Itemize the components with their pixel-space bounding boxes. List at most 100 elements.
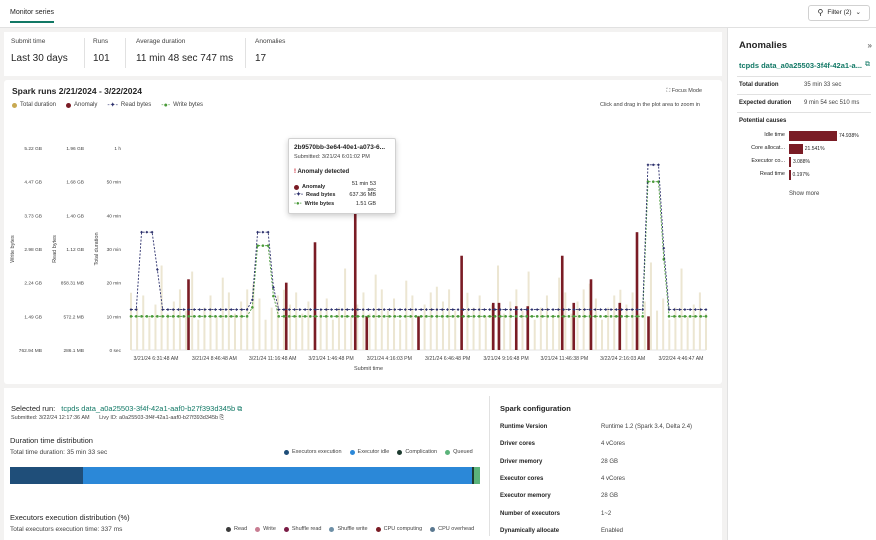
write-bytes-point[interactable] xyxy=(161,315,164,318)
read-bytes-point[interactable] xyxy=(366,308,370,312)
read-bytes-point[interactable] xyxy=(134,308,138,312)
read-bytes-point[interactable] xyxy=(298,308,302,312)
read-bytes-point[interactable] xyxy=(562,308,565,312)
bar-segment[interactable] xyxy=(472,467,474,484)
read-bytes-point[interactable] xyxy=(599,308,602,312)
total-duration-bar[interactable] xyxy=(423,304,426,350)
write-bytes-point[interactable] xyxy=(419,315,423,318)
anomaly-bar[interactable] xyxy=(635,232,639,350)
write-bytes-point[interactable] xyxy=(414,315,418,318)
read-bytes-point[interactable] xyxy=(319,308,323,312)
read-bytes-point[interactable] xyxy=(377,308,381,312)
read-bytes-point[interactable] xyxy=(192,308,196,312)
read-bytes-point[interactable] xyxy=(493,308,497,312)
read-bytes-point[interactable] xyxy=(266,230,270,234)
read-bytes-point[interactable] xyxy=(509,308,513,312)
write-bytes-point[interactable] xyxy=(446,315,449,318)
read-bytes-point[interactable] xyxy=(250,298,254,302)
write-bytes-point[interactable] xyxy=(367,315,370,318)
read-bytes-point[interactable] xyxy=(303,308,307,312)
write-bytes-point[interactable] xyxy=(588,315,592,318)
read-bytes-point[interactable] xyxy=(541,308,544,312)
read-bytes-point[interactable] xyxy=(261,230,265,234)
total-duration-bar[interactable] xyxy=(637,313,640,350)
total-duration-bar[interactable] xyxy=(215,316,218,350)
write-bytes-point[interactable] xyxy=(678,315,681,318)
read-bytes-point[interactable] xyxy=(388,308,391,312)
total-duration-bar[interactable] xyxy=(570,313,573,350)
total-duration-bar[interactable] xyxy=(472,307,475,350)
total-duration-bar[interactable] xyxy=(429,292,432,350)
write-bytes-point[interactable] xyxy=(351,315,354,318)
read-bytes-point[interactable] xyxy=(208,308,212,312)
write-bytes-point[interactable] xyxy=(520,315,523,318)
total-duration-bar[interactable] xyxy=(331,319,334,350)
total-duration-bar[interactable] xyxy=(478,295,481,350)
anomaly-run-link[interactable]: tcpds data_a0a25503-3f4f-42a1-a... xyxy=(739,61,862,70)
total-duration-bar[interactable] xyxy=(521,310,524,350)
potential-cause-row[interactable]: Executor co... 3.088% xyxy=(728,156,876,167)
total-duration-bar[interactable] xyxy=(295,292,298,350)
write-bytes-point[interactable] xyxy=(430,315,433,318)
write-bytes-point[interactable] xyxy=(388,315,391,318)
total-duration-bar[interactable] xyxy=(270,307,273,350)
total-duration-bar[interactable] xyxy=(191,271,194,350)
total-duration-bar[interactable] xyxy=(705,313,707,350)
total-duration-bar[interactable] xyxy=(441,301,444,350)
legend-write-bytes[interactable]: -●- Write bytes xyxy=(161,101,203,109)
write-bytes-point[interactable] xyxy=(330,315,333,318)
anomaly-bar[interactable] xyxy=(187,279,190,350)
write-bytes-point[interactable] xyxy=(229,315,233,318)
total-duration-bar[interactable] xyxy=(545,295,548,350)
total-duration-bar[interactable] xyxy=(172,301,175,350)
total-duration-bar[interactable] xyxy=(148,316,151,350)
read-bytes-point[interactable] xyxy=(593,308,597,312)
write-bytes-point[interactable] xyxy=(298,315,302,318)
write-bytes-point[interactable] xyxy=(335,315,339,318)
total-duration-bar[interactable] xyxy=(674,307,677,350)
anomaly-bar[interactable] xyxy=(353,178,357,350)
total-duration-bar[interactable] xyxy=(276,295,279,350)
read-bytes-point[interactable] xyxy=(424,308,428,312)
read-bytes-point[interactable] xyxy=(567,308,571,312)
legend-total-duration[interactable]: Total duration xyxy=(12,101,56,109)
external-link-icon[interactable]: ⧉ xyxy=(237,406,243,413)
read-bytes-point[interactable] xyxy=(672,308,676,312)
write-bytes-point[interactable] xyxy=(688,315,692,318)
total-duration-bar[interactable] xyxy=(240,301,243,350)
write-bytes-point[interactable] xyxy=(551,315,555,318)
read-bytes-point[interactable] xyxy=(203,308,207,312)
read-bytes-point[interactable] xyxy=(620,308,624,312)
write-bytes-point[interactable] xyxy=(261,244,265,247)
total-duration-bar[interactable] xyxy=(289,304,292,350)
total-duration-bar[interactable] xyxy=(411,295,414,350)
total-duration-bar[interactable] xyxy=(246,289,249,350)
read-bytes-point[interactable] xyxy=(625,308,629,312)
write-bytes-point[interactable] xyxy=(636,315,639,318)
total-duration-bar[interactable] xyxy=(582,289,585,350)
total-duration-bar[interactable] xyxy=(393,298,396,350)
read-bytes-point[interactable] xyxy=(229,308,233,312)
write-bytes-point[interactable] xyxy=(556,315,560,318)
read-bytes-point[interactable] xyxy=(504,308,507,312)
write-bytes-point[interactable] xyxy=(699,315,703,318)
read-bytes-point[interactable] xyxy=(683,308,687,312)
write-bytes-point[interactable] xyxy=(694,315,697,318)
read-bytes-point[interactable] xyxy=(282,308,286,312)
read-bytes-point[interactable] xyxy=(588,308,592,312)
total-duration-bar[interactable] xyxy=(454,310,457,350)
read-bytes-point[interactable] xyxy=(630,308,634,312)
total-duration-bar[interactable] xyxy=(362,292,365,350)
total-duration-bar[interactable] xyxy=(662,298,665,350)
read-bytes-point[interactable] xyxy=(498,308,502,312)
write-bytes-point[interactable] xyxy=(462,315,465,318)
read-bytes-point[interactable] xyxy=(583,308,587,312)
anomaly-bar[interactable] xyxy=(313,242,317,350)
legend-item[interactable]: Queued xyxy=(445,449,473,455)
read-bytes-point[interactable] xyxy=(456,308,460,312)
read-bytes-point[interactable] xyxy=(219,308,223,312)
anomaly-bar[interactable] xyxy=(526,306,530,350)
write-bytes-point[interactable] xyxy=(251,306,254,309)
write-bytes-point[interactable] xyxy=(235,315,238,318)
read-bytes-point[interactable] xyxy=(662,246,666,250)
